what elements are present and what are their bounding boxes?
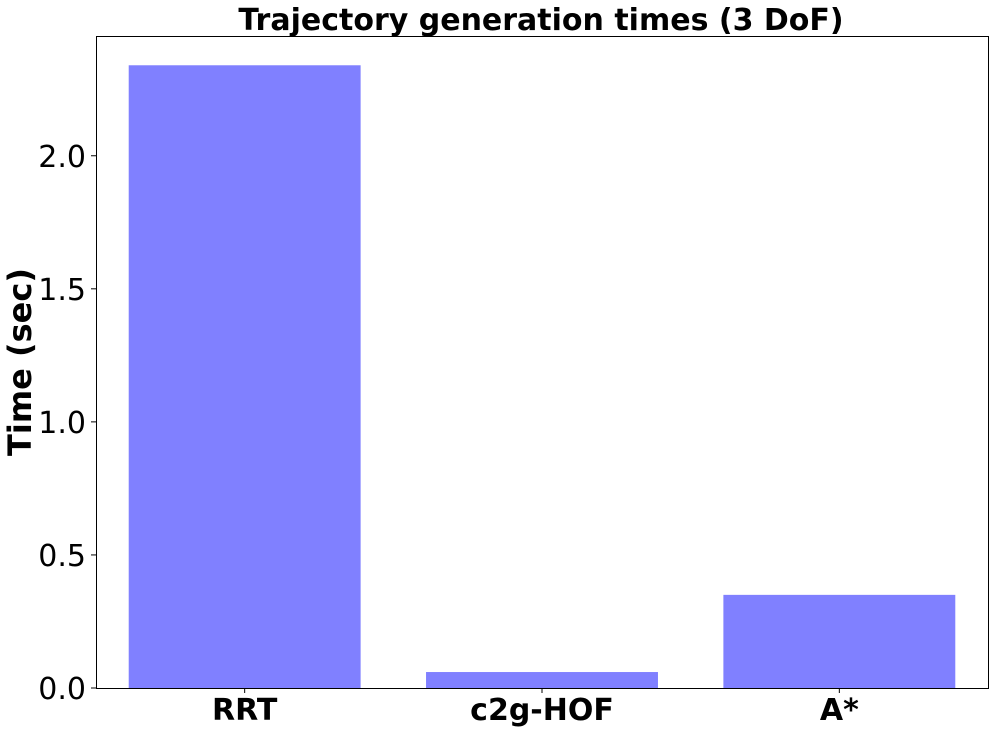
bar-2: [723, 594, 956, 688]
x-tick-label-1: c2g-HOF: [470, 693, 614, 728]
y-tick-label-1: 0.5: [38, 539, 86, 574]
y-tick-label-2: 1.0: [38, 406, 86, 441]
plot-area-frame: [96, 36, 989, 689]
bars-group: [128, 65, 956, 689]
x-axis-ticks: RRT c2g-HOF A*: [212, 688, 859, 728]
bar-1: [426, 672, 658, 688]
y-tick-label-3: 1.5: [38, 273, 86, 308]
x-tick-label-2: A*: [820, 693, 859, 728]
y-axis-ticks: 0.0 0.5 1.0 1.5 2.0: [38, 140, 96, 707]
bar-0: [128, 65, 361, 689]
chart-title: Trajectory generation times (3 DoF): [238, 3, 843, 38]
y-axis-label: Time (sec): [1, 268, 39, 456]
y-tick-label-4: 2.0: [38, 140, 86, 175]
x-tick-label-0: RRT: [212, 693, 278, 728]
y-tick-label-0: 0.0: [38, 672, 86, 707]
